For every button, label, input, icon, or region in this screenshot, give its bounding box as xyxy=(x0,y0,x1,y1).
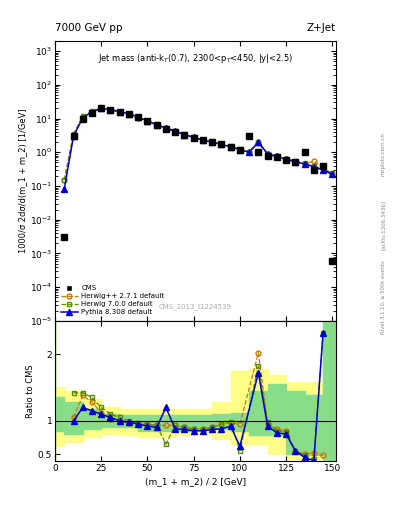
Y-axis label: Ratio to CMS: Ratio to CMS xyxy=(26,364,35,418)
Text: Jet mass (anti-k$_{T}$(0.7), 2300<p$_{T}$<450, |y|<2.5): Jet mass (anti-k$_{T}$(0.7), 2300<p$_{T}… xyxy=(98,52,293,65)
Y-axis label: 1000/σ 2dσ/d(m_1 + m_2) [1/GeV]: 1000/σ 2dσ/d(m_1 + m_2) [1/GeV] xyxy=(18,109,27,253)
Text: Z+Jet: Z+Jet xyxy=(307,23,336,33)
Text: Rivet 3.1.10, ≥ 500k events: Rivet 3.1.10, ≥ 500k events xyxy=(381,260,386,334)
Legend: CMS, Herwig++ 2.7.1 default, Herwig 7.0.0 default, Pythia 8.308 default: CMS, Herwig++ 2.7.1 default, Herwig 7.0.… xyxy=(59,283,167,317)
Text: [arXiv:1306.3436]: [arXiv:1306.3436] xyxy=(381,200,386,250)
Text: 7000 GeV pp: 7000 GeV pp xyxy=(55,23,123,33)
X-axis label: (m_1 + m_2) / 2 [GeV]: (m_1 + m_2) / 2 [GeV] xyxy=(145,477,246,486)
Text: mcplots.cern.ch: mcplots.cern.ch xyxy=(381,132,386,176)
Text: CMS_2013_I1224539: CMS_2013_I1224539 xyxy=(159,303,232,310)
